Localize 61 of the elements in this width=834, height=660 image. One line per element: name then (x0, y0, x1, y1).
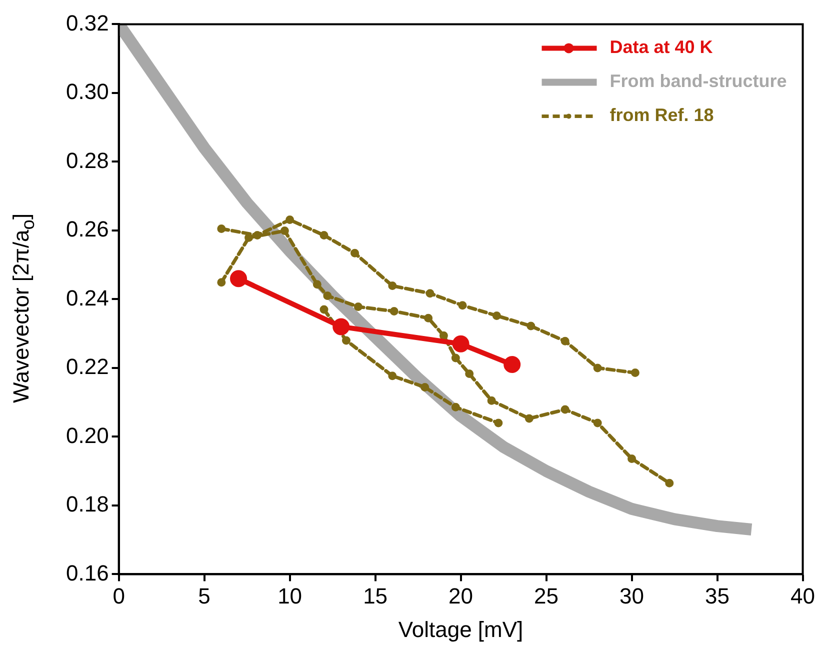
legend-label: Data at 40 K (610, 37, 713, 58)
point (504, 356, 521, 374)
legend-label: from Ref. 18 (610, 105, 714, 126)
x-tick-label: 25 (534, 583, 559, 608)
point (286, 216, 294, 224)
point (424, 314, 433, 322)
point (312, 280, 322, 289)
y-tick-label: 0.26 (66, 216, 109, 242)
y-tick-label: 0.28 (66, 148, 109, 173)
point (332, 318, 350, 336)
point (487, 396, 496, 405)
y-tick-label: 0.30 (66, 79, 109, 104)
y-tick-label: 0.16 (66, 560, 109, 586)
x-tick-label: 5 (198, 583, 210, 608)
point (560, 405, 570, 414)
point (665, 478, 674, 488)
point (526, 322, 536, 330)
y-tick-label: 0.24 (66, 285, 109, 310)
point (388, 372, 397, 380)
point (320, 231, 328, 240)
x-tick-label: 40 (790, 583, 816, 608)
point (280, 226, 289, 236)
x-tick-label: 30 (620, 583, 644, 608)
point (320, 305, 328, 314)
point (426, 289, 434, 298)
y-tick-label: 0.32 (66, 10, 109, 36)
point (388, 282, 397, 290)
point (350, 248, 360, 258)
point (390, 306, 398, 316)
point (492, 311, 501, 320)
y-tick-label: 0.18 (66, 492, 109, 517)
x-tick-label: 10 (278, 583, 302, 608)
point (628, 454, 636, 463)
point (630, 368, 640, 378)
point (465, 370, 474, 378)
point (217, 224, 226, 233)
point (593, 418, 602, 428)
point (524, 414, 534, 423)
x-axis-title: Voltage [mV] (398, 616, 524, 642)
x-tick-label: 35 (705, 583, 730, 608)
x-tick-label: 0 (112, 583, 125, 608)
y-tick-label: 0.22 (66, 354, 109, 380)
point (420, 382, 430, 392)
point (451, 402, 460, 412)
point (354, 302, 362, 312)
point (458, 301, 467, 310)
x-tick-label: 20 (448, 583, 474, 608)
point (323, 292, 332, 300)
legend-label: From band-structure (610, 71, 787, 92)
point (560, 336, 570, 346)
point (230, 270, 248, 288)
point (593, 364, 602, 372)
point (451, 354, 460, 362)
y-tick-label: 0.20 (66, 422, 109, 448)
point (217, 278, 226, 287)
point (342, 336, 350, 345)
x-tick-label: 15 (363, 583, 388, 608)
point (494, 418, 503, 428)
point (452, 335, 470, 352)
point (439, 331, 448, 340)
point (253, 231, 262, 240)
